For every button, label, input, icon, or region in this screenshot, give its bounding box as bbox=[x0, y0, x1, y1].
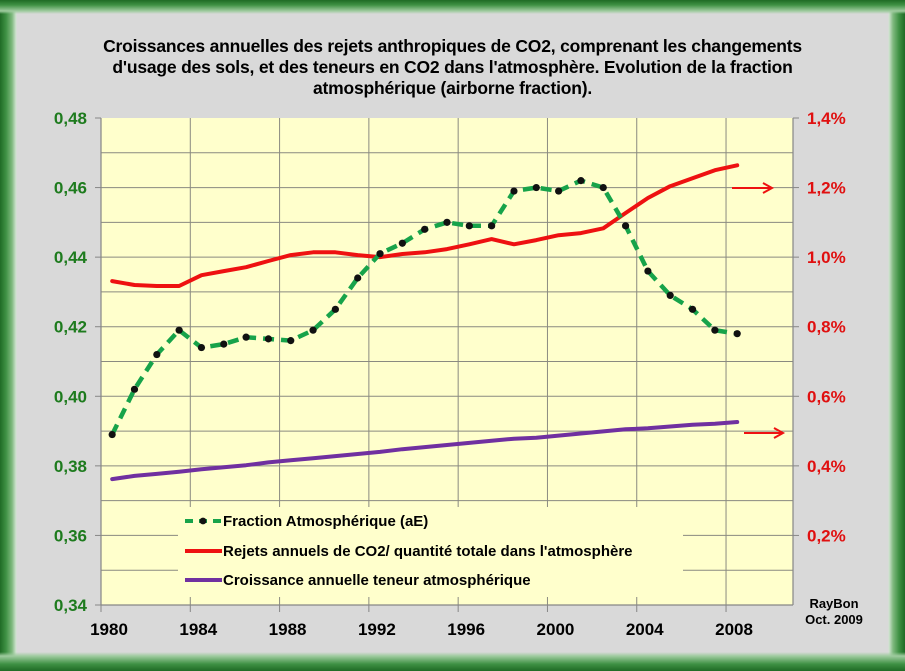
legend-background bbox=[178, 507, 683, 597]
arrow-head bbox=[773, 427, 786, 439]
annotations bbox=[732, 182, 786, 439]
data-point bbox=[130, 385, 139, 393]
data-point bbox=[465, 222, 473, 230]
series-line bbox=[110, 163, 740, 288]
data-point bbox=[287, 337, 295, 345]
axes: 0,34 0,36 0,38 0,40 0,42 0,44 0,46 0,48 0,2% 0,4%… bbox=[54, 109, 846, 639]
right-axis-tick-label: 1,0% bbox=[807, 248, 846, 267]
legend-item: Rejets annuels de CO2/ quantité totale d… bbox=[185, 543, 633, 560]
data-point bbox=[443, 218, 451, 226]
credit-date: Oct. 2009 bbox=[805, 612, 863, 627]
data-point bbox=[666, 291, 674, 300]
series-rejets-annuels bbox=[110, 163, 740, 288]
arrow-head bbox=[762, 182, 775, 194]
series-fraction-atmospherique bbox=[108, 177, 741, 439]
left-axis-tick-label: 0,44 bbox=[54, 248, 88, 267]
data-point bbox=[175, 326, 183, 334]
arrow-right-icon bbox=[744, 427, 786, 439]
data-point bbox=[599, 183, 607, 192]
data-point bbox=[153, 350, 161, 359]
legend-box bbox=[178, 507, 683, 597]
left-axis-tick-label: 0,38 bbox=[54, 457, 87, 476]
right-axis-tick-label: 0,8% bbox=[807, 318, 846, 337]
x-axis-tick-label: 2004 bbox=[626, 620, 664, 639]
data-point bbox=[577, 177, 585, 185]
data-point bbox=[532, 183, 540, 192]
series bbox=[108, 163, 741, 482]
chart-title-line-3: atmosphérique (airborne fraction). bbox=[312, 78, 593, 98]
data-point bbox=[711, 326, 719, 334]
data-point bbox=[331, 305, 339, 313]
right-axis-tick-label: 0,2% bbox=[807, 526, 846, 545]
x-axis-tick-label: 1980 bbox=[90, 620, 128, 639]
right-axis-tick-label: 1,4% bbox=[807, 109, 846, 128]
data-point bbox=[688, 305, 697, 313]
data-point bbox=[488, 222, 496, 230]
left-axis-tick-label: 0,46 bbox=[54, 179, 87, 198]
data-point bbox=[354, 274, 362, 282]
left-axis-tick-label: 0,40 bbox=[54, 387, 87, 406]
right-axis-tick-label: 0,6% bbox=[807, 387, 846, 406]
data-point bbox=[376, 250, 384, 258]
right-axis-tick-label: 0,4% bbox=[807, 457, 846, 476]
data-point bbox=[555, 187, 563, 195]
legend-item: Fraction Atmosphérique (aE) bbox=[185, 513, 428, 530]
legend-label: Fraction Atmosphérique (aE) bbox=[223, 513, 428, 530]
right-axis-tick-label: 1,2% bbox=[807, 179, 846, 198]
credit: RayBon Oct. 2009 bbox=[805, 596, 863, 627]
data-point bbox=[421, 225, 429, 233]
legend-item: Croissance annuelle teneur atmosphérique bbox=[185, 572, 531, 589]
chart-title-line-1: Croissances annuelles des rejets anthrop… bbox=[103, 36, 802, 56]
data-point bbox=[197, 343, 206, 352]
x-axis-tick-label: 1992 bbox=[358, 620, 396, 639]
data-point bbox=[309, 326, 317, 334]
chart-title-line-2: d'usage des sols, et des teneurs en CO2 … bbox=[112, 57, 793, 77]
arrow-right-icon bbox=[732, 182, 775, 194]
x-axis-tick-label: 1996 bbox=[447, 620, 485, 639]
left-axis-tick-label: 0,36 bbox=[54, 526, 87, 545]
data-point bbox=[220, 340, 228, 348]
left-axis-tick-label: 0,34 bbox=[54, 596, 88, 615]
data-point bbox=[398, 239, 406, 247]
x-axis-tick-label: 2000 bbox=[537, 620, 575, 639]
chart-title: Croissances annuelles des rejets anthrop… bbox=[20, 36, 885, 99]
left-axis-tick-label: 0,48 bbox=[54, 109, 87, 128]
series-croissance-annuelle bbox=[110, 420, 740, 482]
legend-marker bbox=[199, 517, 207, 525]
data-point bbox=[264, 335, 273, 343]
data-point bbox=[621, 222, 630, 230]
x-axis-tick-label: 1988 bbox=[269, 620, 307, 639]
legend: Fraction Atmosphérique (aE) Rejets annuel… bbox=[185, 513, 633, 589]
data-point bbox=[644, 267, 652, 275]
data-point bbox=[242, 333, 250, 341]
x-axis-tick-label: 2008 bbox=[715, 620, 753, 639]
legend-label: Croissance annuelle teneur atmosphérique bbox=[223, 572, 531, 589]
data-point bbox=[108, 430, 116, 439]
left-axis-tick-label: 0,42 bbox=[54, 318, 87, 337]
data-point bbox=[510, 187, 518, 195]
data-point bbox=[733, 330, 741, 338]
series-line bbox=[110, 420, 740, 482]
legend-label: Rejets annuels de CO2/ quantité totale d… bbox=[223, 543, 633, 560]
x-axis-tick-label: 1984 bbox=[179, 620, 217, 639]
credit-author: RayBon bbox=[809, 596, 858, 611]
